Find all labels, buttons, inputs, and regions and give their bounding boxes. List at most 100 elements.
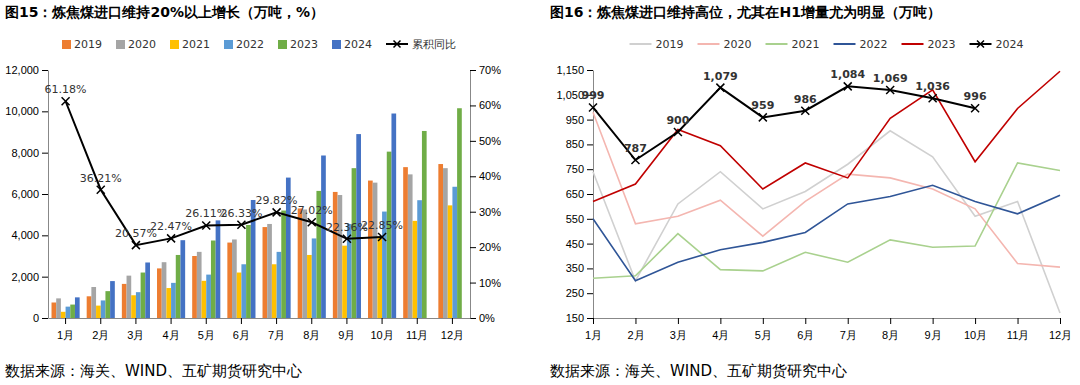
y2-tick: 70% xyxy=(470,64,501,76)
x-tick: 6月 xyxy=(797,318,814,341)
x-tick-label: 4月 xyxy=(712,329,729,341)
source: 数据来源：海关、WIND、五矿期货研究中心 xyxy=(5,362,302,380)
y-tick-mark xyxy=(587,244,593,245)
bar xyxy=(237,273,242,318)
bar xyxy=(377,236,382,318)
y-tick-mark xyxy=(587,194,593,195)
y-tick-label: 0 xyxy=(33,312,39,324)
legend-item: 2020 xyxy=(698,38,752,51)
bar xyxy=(171,283,176,318)
y-tick: 750 xyxy=(566,163,593,175)
x-tick-mark xyxy=(276,318,277,324)
x-tick-label: 4月 xyxy=(163,329,180,341)
y-tick-label: 6,000 xyxy=(11,188,39,200)
y-tick-label: 550 xyxy=(566,213,584,225)
bar xyxy=(267,224,272,318)
y2-tick-label: 0% xyxy=(479,312,495,324)
bar xyxy=(75,297,80,318)
legend-item: 累积同比 xyxy=(386,38,456,51)
x-tick: 11月 xyxy=(1007,318,1029,341)
x-tick-label: 9月 xyxy=(925,329,942,341)
y2-tick-mark xyxy=(470,141,476,142)
y-tick-label: 1,050 xyxy=(556,89,584,101)
y2-tick: 30% xyxy=(470,206,501,218)
legend-label: 2022 xyxy=(860,38,888,51)
bar xyxy=(443,168,448,318)
y2-tick-mark xyxy=(470,176,476,177)
x-tick-mark xyxy=(417,318,418,324)
y-tick: 250 xyxy=(566,287,593,299)
x-axis-line xyxy=(49,318,471,319)
marker xyxy=(844,82,852,90)
x-tick: 6月 xyxy=(233,318,250,341)
legend-swatch xyxy=(630,43,652,45)
x-tick-label: 11月 xyxy=(406,329,428,341)
bar xyxy=(246,225,251,318)
y-tick-mark xyxy=(587,268,593,269)
line xyxy=(593,163,1060,278)
source: 数据来源：海关、WIND、五矿期货研究中心 xyxy=(550,362,847,380)
y-tick: 0 xyxy=(33,312,48,324)
x-tick-mark xyxy=(848,318,849,324)
legend-item: 2021 xyxy=(766,38,820,51)
y2-tick: 40% xyxy=(470,170,501,182)
y-tick: 350 xyxy=(566,262,593,274)
x-tick-mark xyxy=(635,318,636,324)
y2-tick-mark xyxy=(470,318,476,319)
y-tick-mark xyxy=(42,194,48,195)
x-tick-label: 9月 xyxy=(338,329,355,341)
line xyxy=(593,86,975,160)
bar xyxy=(333,192,338,318)
x-tick-label: 7月 xyxy=(840,329,857,341)
legend-item: 2023 xyxy=(902,38,956,51)
bar xyxy=(263,227,268,318)
marker xyxy=(886,86,894,94)
y-tick-mark xyxy=(42,153,48,154)
y-tick-mark xyxy=(587,293,593,294)
marker xyxy=(343,235,351,243)
title: 图15：炼焦煤进口维持20%以上增长（万吨，%） xyxy=(5,4,324,20)
y2-axis: 0%10%20%30%40%50%60%70% xyxy=(470,64,501,324)
x-tick-label: 5月 xyxy=(755,329,772,341)
x-tick-mark xyxy=(311,318,312,324)
bar xyxy=(312,238,317,318)
line xyxy=(593,71,1060,201)
x-tick-label: 1月 xyxy=(57,329,74,341)
x-tick: 12月 xyxy=(441,318,464,341)
x-tick-mark xyxy=(171,318,172,324)
y-tick: 950 xyxy=(566,114,593,126)
legend-swatch xyxy=(224,40,233,49)
chart: 图16：炼焦煤进口维持高位，尤其在H1增量尤为明显（万吨）数据来源：海关、WIN… xyxy=(550,4,1072,380)
bar xyxy=(438,164,443,318)
legend-swatch xyxy=(698,43,720,45)
y-axis-line xyxy=(48,71,49,319)
bar xyxy=(211,241,216,319)
x-tick-label: 2月 xyxy=(627,329,644,341)
y-tick-label: 750 xyxy=(566,163,584,175)
bar xyxy=(66,307,71,318)
x-tick: 8月 xyxy=(303,318,320,341)
y2-tick-mark xyxy=(470,283,476,284)
y-tick-mark xyxy=(587,144,593,145)
x-tick: 4月 xyxy=(712,318,729,341)
y-tick: 8,000 xyxy=(11,147,48,159)
legend-swatch xyxy=(278,40,287,49)
x-tick-mark xyxy=(346,318,347,324)
bar xyxy=(122,284,127,318)
x-tick-mark xyxy=(382,318,383,324)
legend-label: 2021 xyxy=(792,38,820,51)
y-tick: 1,150 xyxy=(556,64,593,76)
bar xyxy=(157,268,162,318)
bar xyxy=(413,221,418,318)
marker xyxy=(378,233,386,241)
legend-label: 2023 xyxy=(290,38,318,51)
y-tick-mark xyxy=(42,111,48,112)
legend: 201920202021202220232024 xyxy=(630,38,1024,51)
bar xyxy=(227,243,232,318)
bar xyxy=(162,262,167,318)
legend-item: 2023 xyxy=(278,38,318,51)
chart: 图15：炼焦煤进口维持20%以上增长（万吨，%） 数据来源：海关、WIND、五矿期… xyxy=(5,4,501,380)
bar xyxy=(192,256,197,318)
marker xyxy=(62,97,70,105)
x-tick-label: 5月 xyxy=(198,329,215,341)
